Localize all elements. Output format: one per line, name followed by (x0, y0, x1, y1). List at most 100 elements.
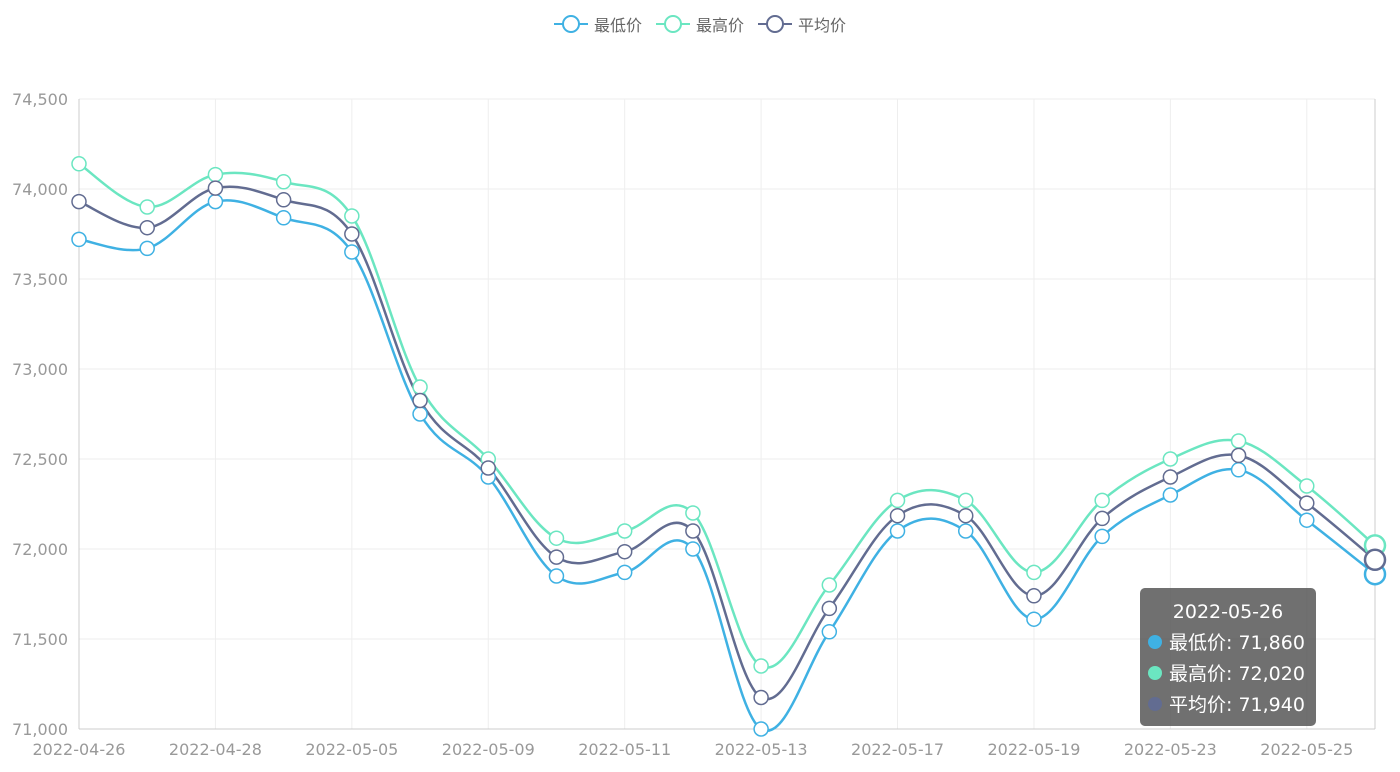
x-tick-label: 2022-05-19 (987, 740, 1080, 759)
data-point[interactable] (685, 523, 701, 539)
series-line-1 (78, 199, 1376, 733)
data-point[interactable] (889, 492, 906, 509)
data-point[interactable] (344, 226, 360, 242)
series-line-3 (78, 185, 1376, 701)
tooltip-row-high: 最高价: 72,020 (1140, 657, 1316, 688)
data-point[interactable] (1363, 548, 1387, 572)
data-point[interactable] (1026, 611, 1042, 627)
data-point[interactable] (344, 208, 360, 224)
data-point[interactable] (1026, 588, 1042, 604)
legend-label-high: 最高价 (695, 16, 744, 35)
data-point[interactable] (685, 505, 701, 521)
tooltip-text-high: 最高价: 72,020 (1169, 663, 1305, 685)
data-point[interactable] (139, 240, 155, 257)
data-point[interactable] (1094, 492, 1110, 509)
y-tick-label: 72,500 (12, 450, 68, 469)
data-point[interactable] (1162, 487, 1179, 503)
y-tick-label: 73,000 (12, 360, 68, 379)
x-tick-label: 2022-05-13 (715, 740, 808, 759)
y-tick-label: 72,000 (12, 540, 68, 559)
data-point[interactable] (412, 392, 428, 409)
data-point[interactable] (821, 624, 838, 640)
data-point[interactable] (1094, 528, 1110, 545)
x-tick-label: 2022-05-25 (1260, 740, 1353, 759)
tooltip-row-low: 最低价: 71,860 (1140, 626, 1316, 657)
data-point[interactable] (71, 156, 87, 172)
legend-dot-low (561, 15, 580, 33)
series-points[interactable] (71, 156, 1387, 737)
data-point[interactable] (957, 507, 974, 524)
data-point[interactable] (275, 174, 292, 190)
data-point[interactable] (548, 549, 565, 565)
legend-dot-high (663, 15, 682, 33)
legend-label-avg: 平均价 (798, 16, 847, 35)
x-tick-label: 2022-05-09 (442, 740, 535, 759)
data-point[interactable] (1230, 447, 1247, 464)
data-point[interactable] (616, 523, 633, 539)
tooltip-row-avg: 平均价: 71,940 (1140, 688, 1316, 719)
data-point[interactable] (548, 530, 565, 546)
data-point[interactable] (1162, 469, 1179, 485)
y-tick-label: 71,500 (12, 630, 68, 649)
data-point[interactable] (821, 577, 838, 593)
data-point[interactable] (753, 721, 769, 737)
series-lines (78, 162, 1376, 733)
tooltip-dot-high (1148, 665, 1162, 680)
data-point[interactable] (1299, 495, 1315, 511)
legend-marker-avg (758, 13, 792, 35)
data-point[interactable] (685, 541, 701, 557)
data-point[interactable] (957, 523, 974, 539)
data-point[interactable] (1299, 478, 1315, 494)
x-tick-label: 2022-05-17 (851, 740, 944, 759)
legend-label-low: 最低价 (593, 16, 642, 35)
data-point[interactable] (548, 568, 565, 584)
legend-dot-avg (766, 15, 784, 33)
data-point[interactable] (889, 507, 906, 524)
legend-marker-low (553, 13, 588, 35)
tooltip-dot-low (1148, 634, 1162, 649)
x-tick-label: 2022-04-26 (33, 740, 126, 759)
data-point[interactable] (207, 166, 224, 183)
data-point[interactable] (889, 523, 906, 539)
x-tick-label: 2022-05-11 (578, 740, 671, 759)
data-point[interactable] (412, 406, 428, 422)
data-point[interactable] (1094, 510, 1110, 527)
x-tick-label: 2022-05-05 (305, 740, 398, 759)
tooltip-text-low: 最低价: 71,860 (1169, 632, 1305, 654)
data-point[interactable] (753, 689, 769, 706)
series-line-2 (78, 162, 1376, 669)
y-tick-label: 71,000 (12, 720, 68, 739)
legend-item-avg[interactable]: 平均价 (758, 12, 846, 36)
x-tick-label: 2022-04-28 (169, 740, 262, 759)
data-point[interactable] (1162, 451, 1179, 467)
data-point[interactable] (1230, 462, 1247, 478)
x-axis-labels: 2022-04-26 2022-04-28 2022-05-05 2022-05-09… (33, 740, 1354, 759)
data-point[interactable] (207, 180, 224, 196)
data-point[interactable] (344, 244, 360, 260)
data-point[interactable] (71, 231, 87, 248)
data-point[interactable] (139, 219, 155, 236)
x-tick-label: 2022-05-23 (1124, 740, 1217, 759)
data-point[interactable] (71, 193, 87, 210)
data-point[interactable] (1230, 433, 1247, 449)
data-point[interactable] (275, 210, 292, 226)
legend-item-high[interactable]: 最高价 (655, 12, 744, 36)
data-point[interactable] (616, 564, 633, 581)
tooltip-dot-avg (1148, 696, 1162, 711)
data-point[interactable] (275, 192, 292, 208)
data-point[interactable] (957, 492, 974, 509)
data-point[interactable] (1299, 512, 1315, 528)
data-point[interactable] (207, 193, 224, 210)
tooltip-text-avg: 平均价: 71,940 (1169, 694, 1305, 716)
data-point[interactable] (480, 460, 497, 476)
data-point[interactable] (753, 658, 769, 674)
data-point[interactable] (616, 543, 633, 560)
y-tick-label: 74,500 (12, 90, 68, 109)
legend-item-low[interactable]: 最低价 (553, 12, 642, 36)
y-axis-labels: 71,000 71,500 72,000 72,500 73,000 73,500 74,0… (12, 90, 68, 739)
data-point[interactable] (139, 199, 155, 215)
data-point[interactable] (412, 379, 428, 395)
data-point[interactable] (1026, 564, 1042, 581)
data-point[interactable] (821, 600, 838, 617)
